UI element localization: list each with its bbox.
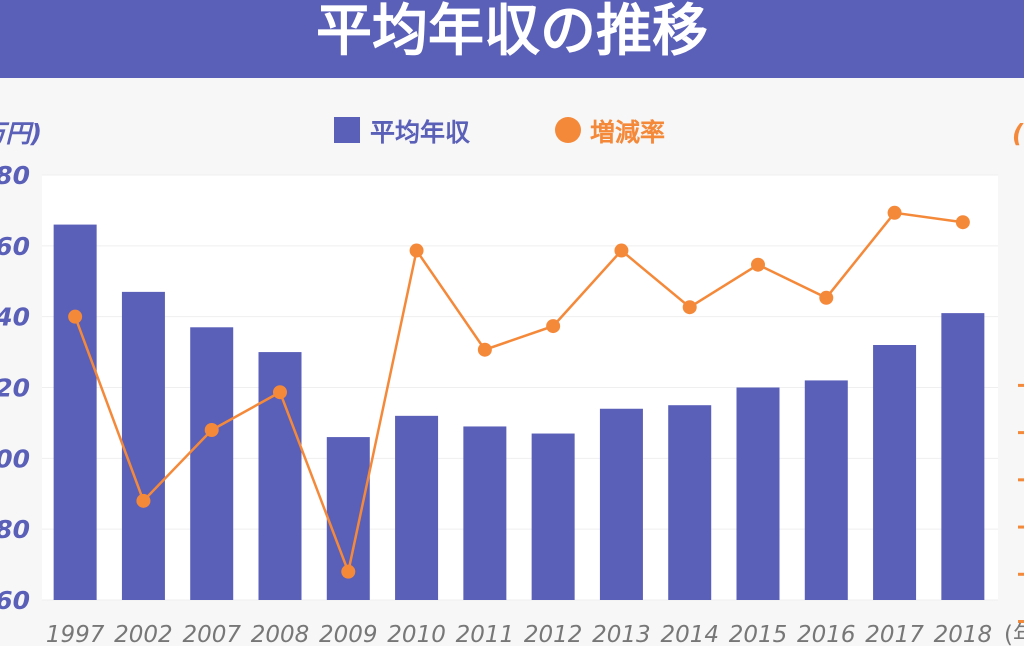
x-tick-label: 2011: [456, 622, 515, 646]
x-tick-label: 2007: [182, 622, 241, 646]
y-tick-mark-right: [1018, 572, 1024, 576]
bar-2014: [668, 405, 712, 600]
x-tick-label: 2009: [319, 622, 378, 646]
growth-point-2009: [341, 564, 356, 579]
chart-title: 平均年収の推移: [316, 0, 708, 64]
y-tick-label-left: 420: [0, 374, 30, 403]
growth-point-2017: [887, 205, 902, 220]
growth-point-2007: [204, 423, 219, 437]
bar-2015: [736, 387, 780, 600]
bar-2011: [463, 426, 507, 600]
y-axis-right-label: (%): [1012, 119, 1024, 148]
y-tick-mark-right: [1018, 478, 1024, 482]
x-tick-label: 2002: [114, 622, 173, 646]
y-tick-mark-right: [1018, 431, 1024, 435]
y-tick-label-left: 480: [0, 161, 30, 190]
x-tick-label: 2017: [865, 622, 924, 646]
bar-2012: [531, 433, 575, 600]
legend-line-label: 増減率: [590, 118, 665, 147]
growth-point-2011: [477, 342, 492, 357]
legend-line-swatch: [555, 117, 581, 143]
x-tick-label: 2013: [592, 622, 651, 646]
x-tick-label: 2016: [797, 622, 856, 646]
bar-2007: [190, 327, 234, 600]
growth-point-2008: [273, 385, 287, 400]
bar-2013: [599, 408, 643, 600]
growth-point-2018: [955, 215, 970, 230]
bar-2016: [804, 380, 848, 600]
y-tick-mark-right: [1018, 620, 1024, 623]
growth-point-2015: [751, 257, 765, 272]
y-tick-mark-right: [1018, 383, 1024, 387]
growth-point-2010: [409, 243, 424, 258]
x-tick-label: 2010: [387, 622, 446, 646]
bar-2018: [941, 313, 985, 600]
x-tick-label: 2015: [729, 622, 788, 646]
y-tick-label-left: 440: [0, 303, 30, 332]
growth-point-2012: [546, 319, 561, 334]
x-tick-label: 2012: [524, 622, 583, 646]
growth-point-1997: [68, 309, 83, 324]
growth-point-2002: [136, 493, 151, 508]
growth-point-2016: [819, 290, 834, 305]
legend-bar-label: 平均年収: [370, 118, 471, 147]
y-axis-left-label: (万円): [0, 119, 42, 148]
title-band: 平均年収の推移: [0, 0, 1024, 78]
growth-rate-line: [73, 211, 964, 577]
x-tick-label: 1997: [46, 622, 105, 646]
growth-point-2014: [682, 300, 697, 315]
bar-2002: [121, 291, 165, 600]
bar-1997: [53, 224, 97, 601]
legend-bar-swatch: [334, 117, 360, 143]
y-tick-mark-right: [1018, 525, 1024, 529]
x-axis-label: (年): [1004, 622, 1024, 646]
x-tick-label: 2008: [251, 622, 310, 646]
y-tick-label-left: 400: [0, 444, 30, 473]
y-tick-label-left: 380: [0, 515, 30, 544]
growth-point-2013: [614, 243, 629, 258]
bar-2010: [395, 415, 439, 600]
y-tick-label-left: 460: [0, 232, 30, 261]
y-tick-label-left: 360: [0, 586, 30, 615]
x-tick-label: 2018: [934, 622, 993, 646]
bar-2017: [873, 345, 917, 600]
x-tick-label: 2014: [660, 622, 719, 646]
